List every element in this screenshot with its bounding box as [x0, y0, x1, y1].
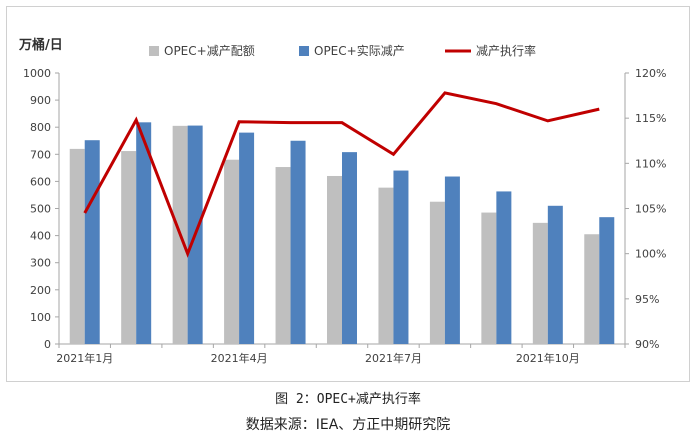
legend-rate: 减产执行率 — [445, 43, 536, 58]
figure-source: 数据来源：IEA、方正中期研究院 — [245, 417, 451, 433]
left-tick-label: 100 — [30, 311, 51, 324]
quota-bar — [378, 187, 394, 344]
right-tick-label: 105% — [635, 203, 666, 216]
left-tick-label: 900 — [30, 94, 51, 107]
left-tick-label: 0 — [44, 338, 51, 351]
actual-cut-bar — [393, 170, 409, 344]
actual-cut-bar — [84, 140, 100, 344]
right-tick-label: 90% — [635, 338, 659, 351]
right-tick-label: 95% — [635, 293, 659, 306]
x-tick-label: 2021年10月 — [516, 351, 580, 365]
actual-cut-bar — [547, 205, 563, 344]
rate-line — [83, 91, 600, 258]
right-tick-label: 110% — [635, 157, 666, 170]
legend-label: OPEC+减产配额 — [164, 44, 255, 58]
actual-cut-bar — [239, 132, 255, 344]
left-tick-label: 800 — [30, 121, 51, 134]
left-tick-label: 600 — [30, 175, 51, 188]
quota-bar — [429, 201, 445, 344]
right-tick-label: 120% — [635, 67, 666, 80]
bars — [69, 122, 615, 345]
left-tick-label: 1000 — [23, 67, 51, 80]
right-tick-label: 100% — [635, 248, 666, 261]
quota-bar — [121, 151, 137, 344]
legend-quota: OPEC+减产配额 — [149, 44, 255, 58]
quota-bar — [327, 175, 342, 344]
chart-frame: 万桶/日 OPEC+减产配额 OPEC+实际减产 减产执行率 0 100 200 300 4… — [6, 6, 690, 382]
axes: 0 100 200 300 400 500 600 700 800 900 1000 90% 95% 10… — [23, 67, 666, 365]
x-tick-label: 2021年4月 — [211, 351, 268, 365]
quota-bar — [69, 148, 85, 344]
legend-swatch — [149, 46, 159, 56]
left-axis-unit: 万桶/日 — [18, 37, 63, 53]
actual-cut-bar — [136, 122, 152, 345]
opec-chart: 万桶/日 OPEC+减产配额 OPEC+实际减产 减产执行率 0 100 200 300 4… — [18, 37, 666, 365]
left-tick-label: 200 — [30, 284, 51, 297]
legend-label: 减产执行率 — [476, 43, 536, 58]
actual-cut-bar — [444, 176, 460, 344]
left-tick-label: 400 — [30, 230, 51, 243]
quota-bar — [532, 222, 548, 344]
actual-cut-bar — [342, 152, 357, 344]
quota-bar — [481, 212, 497, 344]
x-tick-label: 2021年7月 — [365, 351, 422, 365]
legend-swatch — [299, 46, 309, 56]
legend: OPEC+减产配额 OPEC+实际减产 减产执行率 — [149, 43, 536, 58]
quota-bar — [584, 234, 600, 344]
figure-caption: 图 2：OPEC+减产执行率 — [275, 392, 421, 407]
compliance-rate-line — [83, 91, 600, 258]
actual-cut-bar — [496, 191, 512, 344]
left-tick-label: 500 — [30, 203, 51, 216]
right-tick-label: 115% — [635, 112, 666, 125]
quota-bar — [275, 167, 291, 344]
quota-bar — [224, 159, 240, 344]
legend-label: OPEC+实际减产 — [314, 43, 405, 58]
actual-cut-bar — [599, 217, 615, 344]
legend-actual: OPEC+实际减产 — [299, 43, 405, 58]
left-tick-label: 300 — [30, 257, 51, 270]
x-tick-label: 2021年1月 — [56, 351, 113, 365]
actual-cut-bar — [290, 140, 306, 344]
left-tick-label: 700 — [30, 148, 51, 161]
